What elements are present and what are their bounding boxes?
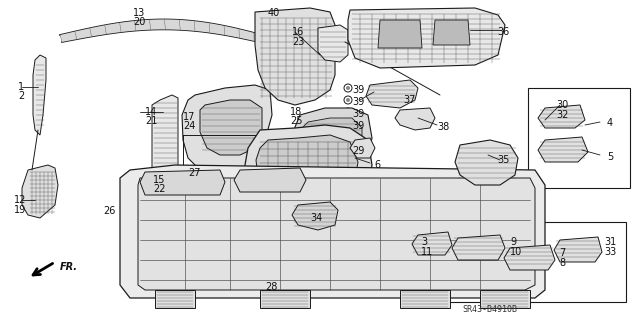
Polygon shape [120, 165, 545, 298]
Polygon shape [400, 290, 450, 308]
Circle shape [346, 122, 350, 126]
Text: 23: 23 [292, 37, 305, 47]
Text: 6: 6 [374, 160, 380, 170]
Polygon shape [60, 19, 280, 47]
Text: 25: 25 [290, 116, 303, 126]
Polygon shape [140, 170, 225, 195]
Text: 37: 37 [403, 95, 415, 105]
Text: 5: 5 [607, 152, 613, 162]
Text: SR43-B4910B: SR43-B4910B [463, 305, 518, 314]
Text: 21: 21 [145, 116, 157, 126]
Text: 39: 39 [352, 85, 364, 95]
Polygon shape [293, 108, 372, 170]
Polygon shape [318, 25, 348, 62]
Text: 2: 2 [18, 91, 24, 101]
Text: 4: 4 [607, 118, 613, 128]
Text: 39: 39 [352, 97, 364, 107]
Polygon shape [348, 8, 505, 68]
Text: 17: 17 [183, 112, 195, 122]
Polygon shape [395, 108, 435, 130]
Text: 10: 10 [510, 247, 522, 257]
Polygon shape [455, 140, 518, 185]
Text: 32: 32 [556, 110, 568, 120]
Polygon shape [452, 235, 505, 260]
Circle shape [346, 98, 350, 102]
Polygon shape [234, 168, 306, 192]
Bar [406, 222, 626, 302]
Polygon shape [538, 105, 585, 128]
Polygon shape [256, 135, 358, 204]
Text: 8: 8 [559, 258, 565, 268]
Polygon shape [366, 80, 418, 108]
Text: 16: 16 [292, 27, 304, 37]
Text: 20: 20 [133, 17, 145, 27]
Polygon shape [33, 55, 46, 135]
Text: 35: 35 [497, 155, 509, 165]
Text: 31: 31 [604, 237, 616, 247]
Polygon shape [480, 290, 530, 308]
Polygon shape [433, 20, 470, 45]
Circle shape [346, 110, 350, 114]
Polygon shape [300, 118, 362, 160]
Polygon shape [554, 237, 602, 262]
Polygon shape [504, 245, 555, 270]
Text: 14: 14 [145, 107, 157, 117]
Text: 13: 13 [133, 8, 145, 18]
Polygon shape [350, 138, 375, 158]
Text: 24: 24 [183, 121, 195, 131]
Text: 15: 15 [153, 175, 165, 185]
Text: 12: 12 [14, 195, 26, 205]
Text: 30: 30 [556, 100, 568, 110]
Polygon shape [155, 290, 195, 308]
Polygon shape [378, 20, 422, 48]
Text: 18: 18 [290, 107, 302, 117]
Text: FR.: FR. [60, 262, 78, 272]
Text: 22: 22 [153, 184, 166, 194]
Text: 3: 3 [421, 237, 427, 247]
Polygon shape [412, 232, 452, 255]
Polygon shape [538, 137, 588, 162]
Text: 39: 39 [352, 121, 364, 131]
Text: 1: 1 [18, 82, 24, 92]
Circle shape [346, 86, 350, 90]
Text: 9: 9 [510, 237, 516, 247]
Polygon shape [245, 125, 372, 218]
Polygon shape [200, 100, 262, 155]
Polygon shape [255, 8, 335, 105]
Polygon shape [260, 290, 310, 308]
Polygon shape [138, 178, 535, 290]
Polygon shape [292, 202, 338, 230]
Polygon shape [182, 85, 272, 175]
Text: 7: 7 [559, 248, 565, 258]
Text: 38: 38 [437, 122, 449, 132]
Text: 26: 26 [103, 206, 115, 216]
Text: 36: 36 [497, 27, 509, 37]
Text: 39: 39 [352, 109, 364, 119]
Text: 11: 11 [421, 247, 433, 257]
Text: 29: 29 [352, 146, 364, 156]
Text: 19: 19 [14, 205, 26, 215]
Polygon shape [152, 95, 178, 188]
Text: 33: 33 [604, 247, 616, 257]
Text: 27: 27 [188, 168, 200, 178]
Text: 34: 34 [310, 213, 323, 223]
Polygon shape [22, 165, 58, 218]
Text: 40: 40 [268, 8, 280, 18]
Bar [528, 88, 630, 188]
Text: 28: 28 [265, 282, 277, 292]
